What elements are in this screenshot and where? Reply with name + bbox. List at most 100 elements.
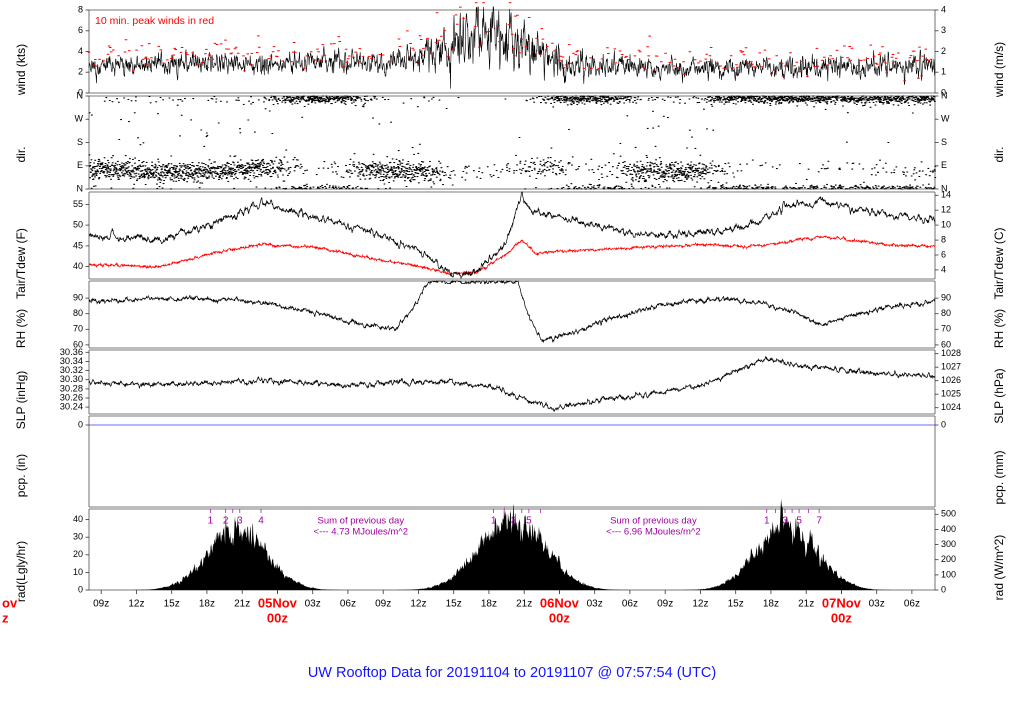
svg-text:N: N [941,90,948,100]
svg-text:18z: 18z [481,599,497,610]
svg-text:70: 70 [73,324,83,334]
svg-text:00z: 00z [831,610,852,625]
svg-text:50: 50 [73,219,83,229]
svg-text:Tair/Tdew (C): Tair/Tdew (C) [992,227,1006,299]
svg-text:RH (%): RH (%) [14,309,28,348]
svg-text:<--- 6.96 MJoules/m^2: <--- 6.96 MJoules/m^2 [606,527,700,538]
svg-text:12z: 12z [410,599,426,610]
svg-text:10: 10 [73,567,83,577]
svg-text:90: 90 [73,292,83,302]
svg-text:8: 8 [78,4,83,14]
svg-text:1024: 1024 [941,402,961,412]
svg-text:07Nov: 07Nov [822,595,862,610]
svg-text:30.32: 30.32 [60,365,83,375]
svg-text:30: 30 [73,532,83,542]
svg-text:0: 0 [78,419,83,429]
svg-text:21z: 21z [798,599,814,610]
svg-text:03z: 03z [587,599,603,610]
svg-text:06z: 06z [904,599,920,610]
svg-text:3: 3 [237,516,243,527]
svg-text:06Nov: 06Nov [540,595,580,610]
svg-text:5: 5 [796,516,802,527]
svg-text:400: 400 [941,524,956,534]
svg-text:4: 4 [941,4,946,14]
svg-text:5: 5 [526,516,532,527]
svg-text:09z: 09z [375,599,391,610]
svg-text:80: 80 [941,308,951,318]
svg-text:90: 90 [941,292,951,302]
svg-text:09z: 09z [657,599,673,610]
svg-text:4: 4 [941,264,946,274]
svg-text:7: 7 [816,516,822,527]
svg-text:03z: 03z [869,599,885,610]
svg-text:06z: 06z [340,599,356,610]
svg-text:rad(Lgly/hr): rad(Lgly/hr) [14,541,28,602]
svg-text:09z: 09z [93,599,109,610]
svg-text:2: 2 [941,46,946,56]
svg-text:4: 4 [258,516,264,527]
svg-text:12z: 12z [692,599,708,610]
svg-text:E: E [941,160,947,170]
svg-text:1: 1 [941,67,946,77]
svg-text:E: E [77,160,83,170]
svg-text:3: 3 [511,516,517,527]
svg-text:W: W [941,114,950,124]
svg-text:30.26: 30.26 [60,392,83,402]
svg-text:1027: 1027 [941,362,961,372]
svg-text:ov: ov [2,595,18,610]
svg-text:70: 70 [941,324,951,334]
svg-text:15z: 15z [728,599,744,610]
svg-text:8: 8 [941,234,946,244]
svg-text:4: 4 [78,46,83,56]
svg-text:00z: 00z [549,610,570,625]
svg-text:1: 1 [764,516,770,527]
svg-text:Tair/Tdew (F): Tair/Tdew (F) [14,228,28,299]
svg-text:1028: 1028 [941,348,961,358]
svg-text:21z: 21z [516,599,532,610]
svg-text:30.36: 30.36 [60,347,83,357]
svg-text:40: 40 [73,261,83,271]
svg-text:0: 0 [941,584,946,594]
svg-text:S: S [77,137,83,147]
svg-text:55: 55 [73,199,83,209]
svg-text:10 min. peak winds in red: 10 min. peak winds in red [95,15,214,27]
svg-text:1: 1 [208,516,214,527]
svg-text:30.30: 30.30 [60,374,83,384]
svg-text:06z: 06z [622,599,638,610]
svg-text:UW Rooftop Data for 20191104: UW Rooftop Data for 20191104 to 20191107… [308,665,716,681]
svg-text:18z: 18z [763,599,779,610]
svg-text:40: 40 [73,514,83,524]
svg-text:1025: 1025 [941,389,961,399]
svg-text:30.34: 30.34 [60,356,83,366]
svg-text:SLP (inHg): SLP (inHg) [14,371,28,429]
svg-text:05Nov: 05Nov [258,595,298,610]
svg-text:wind (m/s): wind (m/s) [992,42,1006,98]
svg-text:30.24: 30.24 [60,402,83,412]
svg-text:2: 2 [78,67,83,77]
svg-text:10: 10 [941,219,951,229]
svg-text:S: S [941,137,947,147]
svg-text:20: 20 [73,549,83,559]
svg-text:80: 80 [73,308,83,318]
svg-text:0: 0 [78,584,83,594]
svg-text:200: 200 [941,554,956,564]
svg-text:SLP (hPa): SLP (hPa) [992,368,1006,423]
svg-text:100: 100 [941,569,956,579]
svg-text:6: 6 [941,249,946,259]
svg-text:6: 6 [78,25,83,35]
svg-text:18z: 18z [199,599,215,610]
svg-text:45: 45 [73,240,83,250]
svg-text:30.28: 30.28 [60,383,83,393]
svg-text:0: 0 [941,419,946,429]
svg-text:RH (%): RH (%) [992,309,1006,348]
svg-text:00z: 00z [267,610,288,625]
svg-text:dir.: dir. [992,146,1006,162]
svg-text:wind (kts): wind (kts) [14,44,28,96]
svg-text:dir.: dir. [14,146,28,162]
svg-text:14: 14 [941,190,951,200]
svg-text:Sum of previous day: Sum of previous day [317,516,404,527]
svg-text:N: N [77,90,84,100]
svg-text:12z: 12z [128,599,144,610]
svg-text:21z: 21z [234,599,250,610]
svg-text:15z: 15z [446,599,462,610]
